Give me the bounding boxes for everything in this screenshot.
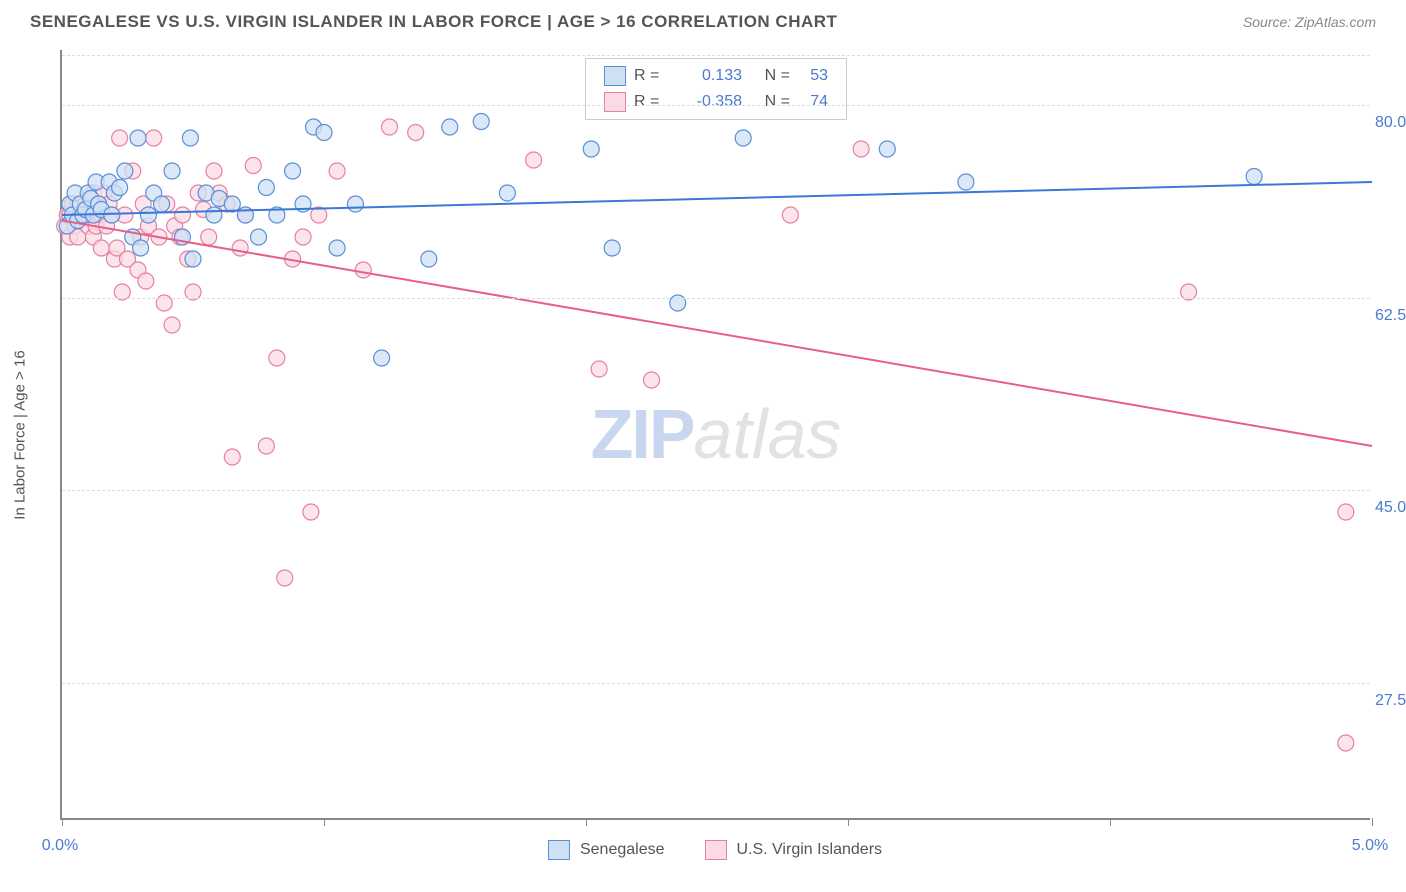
swatch-senegalese-bottom — [548, 840, 570, 860]
r-value-usvi: -0.358 — [672, 93, 742, 111]
data-point-senegalese — [473, 114, 489, 130]
plot-container: In Labor Force | Age > 16 ZIPatlas R = 0… — [60, 50, 1370, 820]
gridline — [62, 105, 1370, 106]
data-point-usvi — [258, 438, 274, 454]
gridline — [62, 298, 1370, 299]
correlation-legend: R = 0.133 N = 53 R = -0.358 N = 74 — [585, 58, 847, 120]
legend-label-usvi: U.S. Virgin Islanders — [736, 841, 882, 859]
data-point-senegalese — [879, 141, 895, 157]
data-point-usvi — [644, 372, 660, 388]
y-tick-label: 27.5% — [1375, 692, 1406, 710]
data-point-senegalese — [499, 185, 515, 201]
data-point-senegalese — [329, 240, 345, 256]
n-value-senegalese: 53 — [798, 67, 828, 85]
data-point-usvi — [232, 240, 248, 256]
source-attribution: Source: ZipAtlas.com — [1243, 14, 1376, 30]
data-point-senegalese — [140, 207, 156, 223]
data-point-usvi — [355, 262, 371, 278]
data-point-usvi — [206, 163, 222, 179]
data-point-senegalese — [374, 350, 390, 366]
data-point-usvi — [93, 240, 109, 256]
data-point-senegalese — [316, 125, 332, 141]
data-point-senegalese — [958, 174, 974, 190]
data-point-usvi — [408, 125, 424, 141]
data-point-usvi — [1338, 735, 1354, 751]
data-point-usvi — [591, 361, 607, 377]
scatter-svg — [62, 50, 1370, 818]
data-point-usvi — [853, 141, 869, 157]
swatch-senegalese — [604, 66, 626, 86]
y-tick-label: 80.0% — [1375, 114, 1406, 132]
data-point-senegalese — [735, 130, 751, 146]
y-tick-label: 45.0% — [1375, 499, 1406, 517]
data-point-usvi — [1338, 504, 1354, 520]
r-label: R = — [634, 93, 664, 111]
data-point-senegalese — [604, 240, 620, 256]
legend-row-usvi: R = -0.358 N = 74 — [604, 89, 828, 115]
data-point-senegalese — [258, 180, 274, 196]
x-tick — [848, 818, 849, 826]
series-legend: Senegalese U.S. Virgin Islanders — [548, 840, 882, 860]
r-value-senegalese: 0.133 — [672, 67, 742, 85]
data-point-senegalese — [583, 141, 599, 157]
swatch-usvi-bottom — [704, 840, 726, 860]
x-tick — [1372, 818, 1373, 826]
gridline — [62, 490, 1370, 491]
data-point-usvi — [526, 152, 542, 168]
data-point-senegalese — [347, 196, 363, 212]
n-label: N = — [750, 67, 790, 85]
x-tick-label: 5.0% — [1352, 837, 1388, 855]
data-point-usvi — [201, 229, 217, 245]
data-point-senegalese — [133, 240, 149, 256]
data-point-senegalese — [104, 207, 120, 223]
data-point-usvi — [277, 570, 293, 586]
data-point-usvi — [146, 130, 162, 146]
n-label: N = — [750, 93, 790, 111]
legend-item-usvi: U.S. Virgin Islanders — [704, 840, 882, 860]
chart-title: SENEGALESE VS U.S. VIRGIN ISLANDER IN LA… — [30, 12, 837, 32]
gridline — [62, 55, 1370, 56]
data-point-usvi — [269, 350, 285, 366]
x-tick — [1110, 818, 1111, 826]
data-point-usvi — [782, 207, 798, 223]
data-point-senegalese — [285, 163, 301, 179]
legend-row-senegalese: R = 0.133 N = 53 — [604, 63, 828, 89]
data-point-usvi — [164, 317, 180, 333]
x-tick — [324, 818, 325, 826]
data-point-senegalese — [154, 196, 170, 212]
x-tick — [586, 818, 587, 826]
data-point-senegalese — [130, 130, 146, 146]
data-point-senegalese — [112, 180, 128, 196]
legend-label-senegalese: Senegalese — [580, 841, 665, 859]
data-point-usvi — [138, 273, 154, 289]
data-point-senegalese — [185, 251, 201, 267]
x-tick-label: 0.0% — [42, 837, 78, 855]
data-point-senegalese — [442, 119, 458, 135]
data-point-senegalese — [206, 207, 222, 223]
x-tick — [62, 818, 63, 826]
legend-item-senegalese: Senegalese — [548, 840, 665, 860]
regression-line-usvi — [62, 221, 1372, 447]
r-label: R = — [634, 67, 664, 85]
data-point-usvi — [295, 229, 311, 245]
data-point-senegalese — [251, 229, 267, 245]
swatch-usvi — [604, 92, 626, 112]
n-value-usvi: 74 — [798, 93, 828, 111]
data-point-usvi — [303, 504, 319, 520]
data-point-senegalese — [117, 163, 133, 179]
data-point-usvi — [112, 130, 128, 146]
data-point-usvi — [329, 163, 345, 179]
data-point-usvi — [224, 449, 240, 465]
y-axis-label: In Labor Force | Age > 16 — [12, 350, 29, 519]
data-point-senegalese — [1246, 169, 1262, 185]
data-point-senegalese — [164, 163, 180, 179]
data-point-usvi — [245, 158, 261, 174]
data-point-usvi — [382, 119, 398, 135]
plot-area: ZIPatlas R = 0.133 N = 53 R = -0.358 N =… — [60, 50, 1370, 820]
data-point-senegalese — [421, 251, 437, 267]
data-point-senegalese — [182, 130, 198, 146]
data-point-usvi — [175, 207, 191, 223]
gridline — [62, 683, 1370, 684]
y-tick-label: 62.5% — [1375, 307, 1406, 325]
